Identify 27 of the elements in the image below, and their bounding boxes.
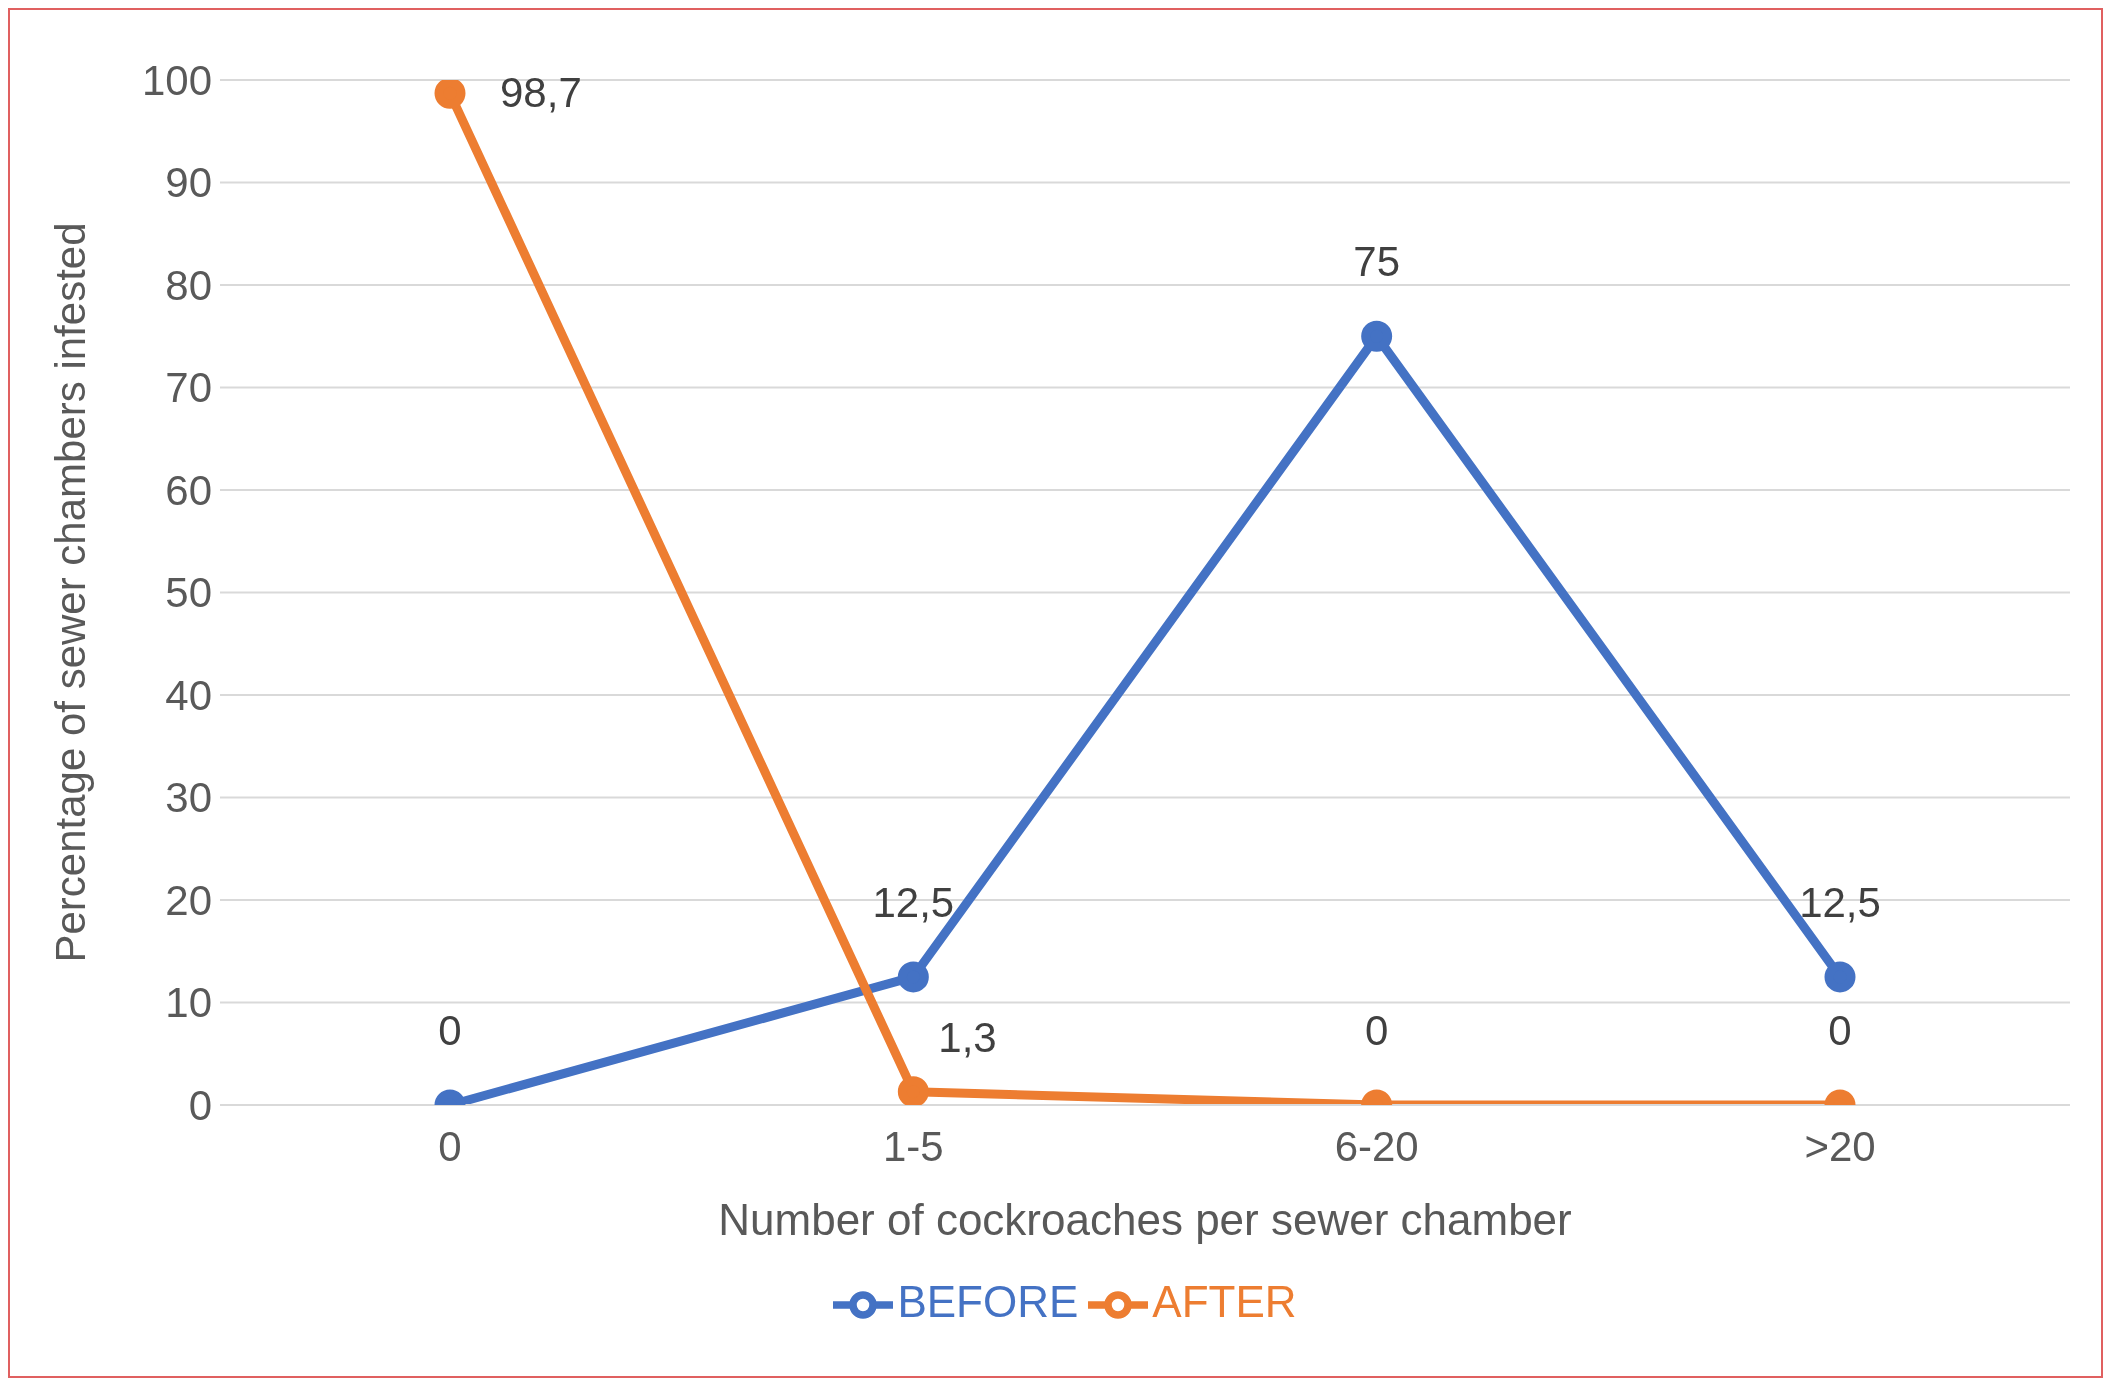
x-tick-label: >20 bbox=[1804, 1122, 1876, 1170]
data-label: 0 bbox=[438, 1007, 462, 1054]
data-label: 1,3 bbox=[938, 1013, 997, 1061]
x-axis-title: Number of cockroaches per sewer chamber bbox=[718, 1195, 1572, 1244]
y-tick-label: 70 bbox=[165, 364, 212, 412]
y-tick-label: 10 bbox=[165, 979, 212, 1027]
data-label: 0 bbox=[1828, 1007, 1852, 1054]
y-tick-label: 100 bbox=[141, 56, 212, 104]
y-tick-label: 0 bbox=[188, 1081, 212, 1129]
data-label: 98,7 bbox=[500, 69, 582, 117]
y-tick-label: 40 bbox=[165, 671, 212, 719]
data-label: 12,5 bbox=[872, 878, 955, 926]
x-tick-label: 0 bbox=[438, 1122, 462, 1170]
data-label: 0 bbox=[1364, 1007, 1389, 1054]
y-tick-label: 30 bbox=[165, 774, 212, 822]
y-tick-label: 90 bbox=[165, 159, 212, 207]
y-tick-label: 80 bbox=[165, 261, 212, 309]
y-tick-label: 20 bbox=[165, 876, 212, 924]
y-axis-title: Percentage of sewer chambers infested bbox=[46, 222, 94, 963]
data-label: 75 bbox=[1353, 238, 1401, 286]
y-tick-label: 60 bbox=[165, 466, 212, 514]
data-label: 12,5 bbox=[1799, 878, 1881, 926]
y-tick-label: 50 bbox=[165, 569, 212, 617]
legend-label: AFTER bbox=[1152, 1276, 1297, 1326]
legend-label: BEFORE bbox=[897, 1276, 1079, 1326]
x-tick-label: 1-5 bbox=[882, 1122, 944, 1170]
x-tick-label: 6-20 bbox=[1334, 1122, 1419, 1170]
